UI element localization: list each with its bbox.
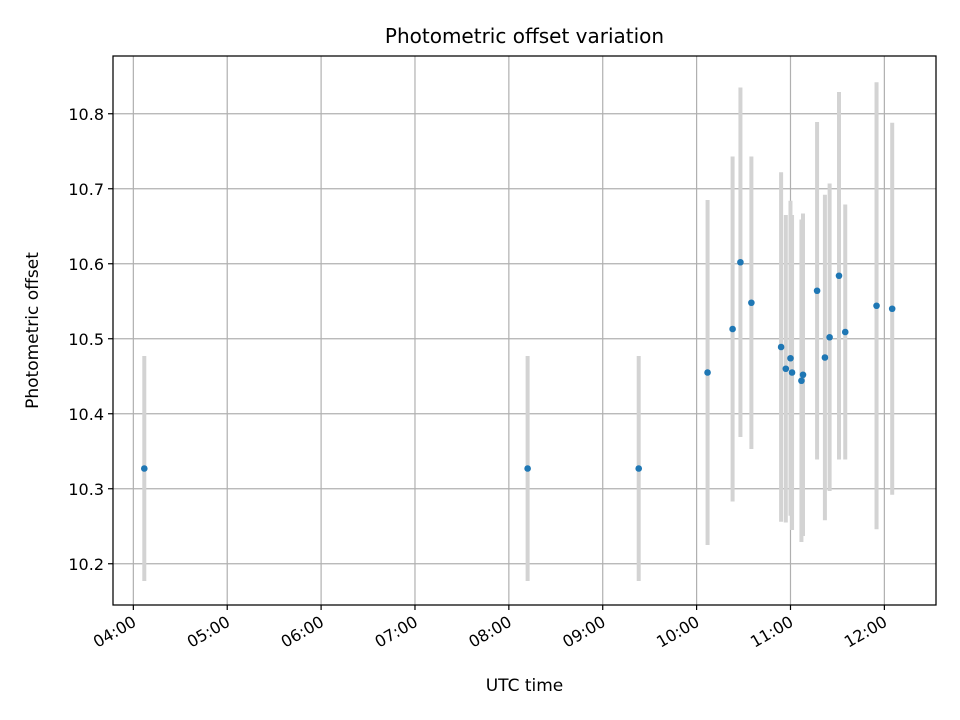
y-tick-label: 10.5 <box>68 330 104 349</box>
data-point <box>841 328 849 336</box>
data-point <box>140 465 148 472</box>
data-point <box>888 305 896 313</box>
data-points <box>140 258 896 472</box>
data-point <box>788 369 796 376</box>
x-axis-title: UTC time <box>486 676 564 696</box>
y-tick-label: 10.2 <box>68 555 104 574</box>
plot-frame <box>112 55 937 606</box>
gridlines <box>113 56 936 605</box>
data-point <box>873 302 880 310</box>
data-point <box>777 343 785 351</box>
data-point <box>737 258 744 266</box>
y-axis-title: Photometric offset <box>23 252 43 409</box>
chart-title: Photometric offset variation <box>385 24 664 48</box>
data-point <box>826 333 833 341</box>
data-point <box>782 365 790 373</box>
data-point <box>835 272 843 280</box>
data-point <box>524 465 531 472</box>
data-point <box>798 377 805 385</box>
y-tick-label: 10.6 <box>68 255 104 274</box>
data-point <box>787 354 794 362</box>
y-tick-label: 10.4 <box>68 405 104 424</box>
data-point <box>748 299 755 307</box>
y-axis-ticks: 10.2 10.3 10.4 10.5 10.6 10.7 10.8 <box>68 105 113 574</box>
y-tick-label: 10.3 <box>68 480 104 499</box>
data-point <box>799 371 807 379</box>
data-point <box>813 287 821 295</box>
y-tick-label: 10.7 <box>68 180 104 199</box>
data-point <box>729 325 736 333</box>
data-point <box>704 369 711 376</box>
data-point <box>821 354 829 361</box>
data-point <box>635 465 643 472</box>
y-tick-label: 10.8 <box>68 105 104 124</box>
